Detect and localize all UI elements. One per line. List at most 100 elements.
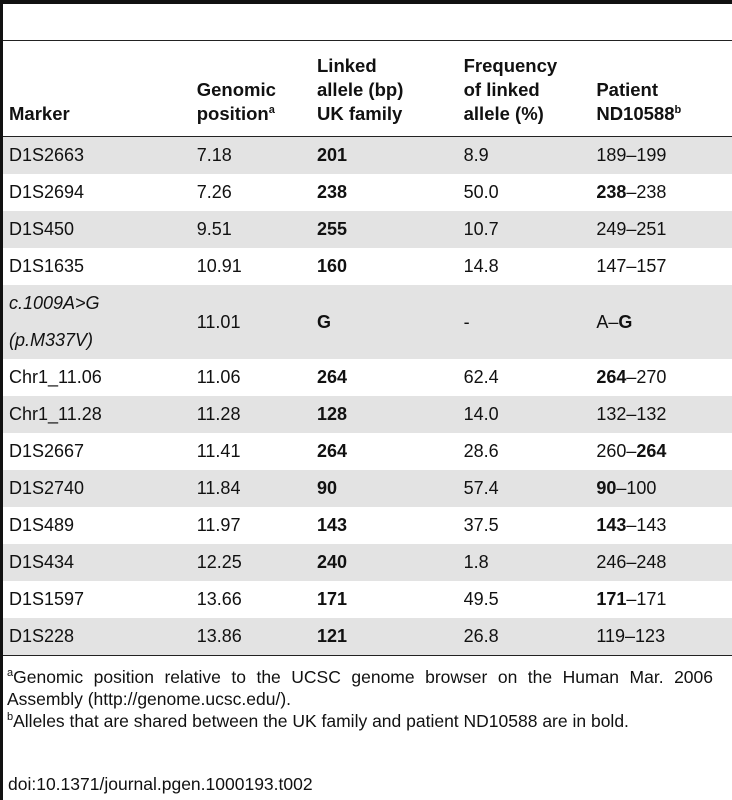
patient-allele-2: 238 — [636, 182, 667, 202]
table-row: D1S450 9.51 255 10.7 249–251 — [3, 211, 732, 248]
footnote-a-text: Genomic position relative to the UCSC ge… — [7, 667, 713, 709]
cell-marker: D1S2663 — [9, 145, 85, 165]
footnotes: aGenomic position relative to the UCSC g… — [3, 666, 713, 732]
header-marker: Marker — [9, 103, 70, 124]
header-patient: Patient ND10588b — [596, 79, 682, 124]
patient-allele-separator: – — [626, 182, 637, 202]
doi-text: doi:10.1371/journal.pgen.1000193.t002 — [8, 774, 313, 794]
patient-allele-1: 246 — [596, 552, 627, 572]
cell-frequency: 10.7 — [463, 219, 499, 239]
left-border — [0, 0, 3, 800]
cell-frequency: 26.8 — [463, 626, 499, 646]
cell-patient: 260–264 — [590, 433, 732, 470]
patient-allele-1: 132 — [596, 404, 627, 424]
patient-allele-1: 143 — [596, 515, 627, 535]
cell-frequency: 14.0 — [463, 404, 499, 424]
cell-linked-allele: 240 — [317, 552, 348, 572]
cell-patient: 238–238 — [590, 174, 732, 211]
patient-allele-1: 260 — [596, 441, 627, 461]
table-row: D1S1597 13.66 171 49.5 171–171 — [3, 581, 732, 618]
cell-frequency: - — [463, 311, 470, 332]
footnote-marker-b: b — [674, 103, 682, 116]
patient-allele-2: 251 — [636, 219, 667, 239]
cell-patient: 143–143 — [590, 507, 732, 544]
patient-allele-2: 157 — [636, 256, 667, 276]
cell-linked-allele: 201 — [317, 145, 348, 165]
patient-allele-2: 123 — [635, 626, 666, 646]
cell-linked-allele: 90 — [317, 478, 338, 498]
patient-allele-1: 264 — [596, 367, 627, 387]
cell-marker: D1S1597 — [9, 589, 85, 609]
patient-allele-2: 143 — [636, 515, 667, 535]
cell-genomic-position: 12.25 — [196, 552, 242, 572]
cell-linked-allele: 238 — [317, 182, 348, 202]
table-body: D1S2663 7.18 201 8.9 189–199 D1S2694 7.26 238 50… — [3, 136, 732, 656]
cell-linked-allele: 143 — [317, 515, 348, 535]
cell-marker: Chr1_11.06 — [9, 367, 102, 387]
footnote-b: bAlleles that are shared between the UK … — [7, 710, 713, 732]
cell-frequency: 57.4 — [463, 478, 499, 498]
cell-genomic-position: 11.06 — [196, 367, 241, 387]
table-row: D1S2694 7.26 238 50.0 238–238 — [3, 174, 732, 211]
cell-linked-allele: 121 — [317, 626, 348, 646]
patient-allele-1: 189 — [596, 145, 627, 165]
cell-frequency: 49.5 — [463, 589, 499, 609]
table-row: D1S228 13.86 121 26.8 119–123 — [3, 618, 732, 656]
cell-patient: A–G — [590, 285, 732, 359]
cell-genomic-position: 7.18 — [196, 145, 232, 165]
cell-frequency: 14.8 — [463, 256, 499, 276]
cell-patient: 171–171 — [590, 581, 732, 618]
patient-allele-1: 147 — [596, 256, 627, 276]
footnote-b-text: Alleles that are shared between the UK f… — [13, 711, 629, 731]
footnote-a: aGenomic position relative to the UCSC g… — [7, 666, 713, 710]
cell-genomic-position: 13.66 — [196, 589, 242, 609]
footnote-marker-a: a — [268, 103, 275, 116]
header-frequency: Frequency of linked allele (%) — [463, 55, 558, 124]
cell-patient: 90–100 — [590, 470, 732, 507]
patient-allele-2: 248 — [636, 552, 667, 572]
cell-patient: 264–270 — [590, 359, 732, 396]
cell-patient: 249–251 — [590, 211, 732, 248]
marker-table: Marker Genomic positiona Linked allele (… — [3, 40, 732, 656]
patient-allele-2: 171 — [636, 589, 667, 609]
cell-marker: Chr1_11.28 — [9, 404, 102, 424]
patient-allele-separator: – — [626, 256, 637, 276]
cell-marker: D1S450 — [9, 219, 75, 239]
patient-allele-separator: – — [626, 515, 637, 535]
patient-allele-separator: – — [626, 441, 637, 461]
cell-marker: D1S1635 — [9, 256, 85, 276]
top-border — [0, 0, 732, 4]
cell-linked-allele: 160 — [317, 256, 348, 276]
cell-linked-allele: 264 — [317, 367, 348, 387]
table-row: D1S1635 10.91 160 14.8 147–157 — [3, 248, 732, 285]
cell-marker: D1S489 — [9, 515, 75, 535]
patient-allele-2: 270 — [636, 367, 667, 387]
cell-marker: c.1009A>G (p.M337V) — [9, 293, 100, 350]
table-row: D1S489 11.97 143 37.5 143–143 — [3, 507, 732, 544]
header-linked-allele: Linked allele (bp) UK family — [317, 55, 404, 124]
table-row: Chr1_11.06 11.06 264 62.4 264–270 — [3, 359, 732, 396]
cell-patient: 189–199 — [590, 137, 732, 175]
patient-allele-1: 90 — [596, 478, 617, 498]
cell-linked-allele: G — [317, 311, 332, 332]
cell-genomic-position: 11.28 — [196, 404, 241, 424]
cell-genomic-position: 11.97 — [196, 515, 241, 535]
patient-allele-1: A — [596, 311, 609, 332]
patient-allele-separator: – — [626, 404, 637, 424]
patient-allele-2: 264 — [636, 441, 667, 461]
cell-genomic-position: 10.91 — [196, 256, 242, 276]
cell-genomic-position: 7.26 — [196, 182, 232, 202]
cell-frequency: 37.5 — [463, 515, 499, 535]
cell-frequency: 28.6 — [463, 441, 499, 461]
cell-genomic-position: 11.84 — [196, 478, 241, 498]
cell-genomic-position: 13.86 — [196, 626, 242, 646]
header-row: Marker Genomic positiona Linked allele (… — [3, 40, 732, 137]
patient-allele-separator: – — [626, 367, 637, 387]
cell-patient: 147–157 — [590, 248, 732, 285]
patient-allele-2: 199 — [636, 145, 667, 165]
cell-frequency: 62.4 — [463, 367, 499, 387]
table-row: D1S2663 7.18 201 8.9 189–199 — [3, 136, 732, 175]
cell-genomic-position: 9.51 — [196, 219, 232, 239]
cell-marker: D1S228 — [9, 626, 75, 646]
